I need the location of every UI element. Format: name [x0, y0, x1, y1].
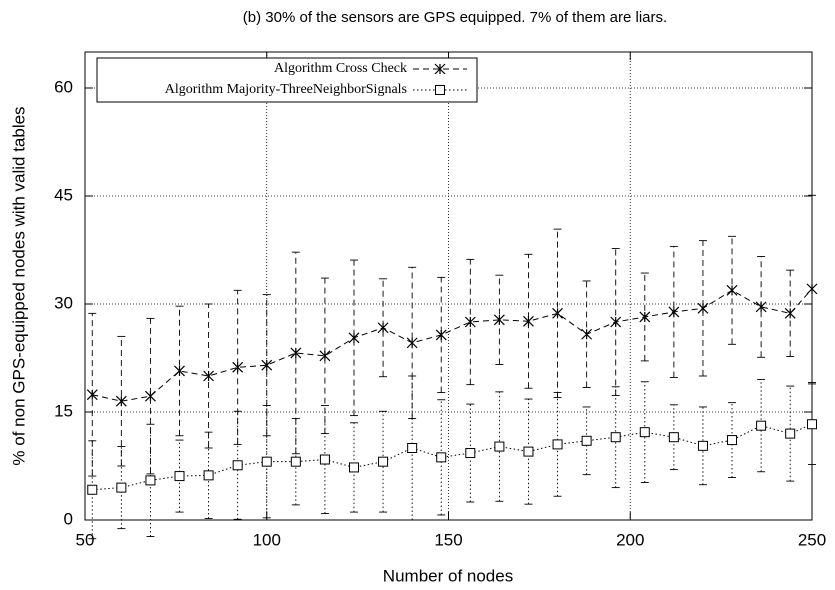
point [86, 389, 98, 401]
error-bar [524, 253, 533, 389]
point [785, 428, 796, 439]
point [319, 454, 330, 465]
point [523, 446, 534, 457]
point [639, 311, 651, 323]
error-bar [611, 386, 620, 489]
series-line [92, 423, 813, 491]
error-bar [349, 259, 358, 417]
legend-box [96, 57, 478, 103]
point [806, 283, 818, 295]
point [581, 328, 593, 340]
point [726, 284, 738, 296]
point [465, 448, 476, 459]
x-tick-label: 100 [253, 530, 281, 549]
point [348, 332, 360, 344]
point [610, 316, 622, 328]
point [610, 432, 621, 443]
point [261, 456, 272, 467]
x-tick-label: 150 [434, 530, 462, 549]
point [377, 322, 389, 334]
legend-label: Algorithm Cross Check [274, 61, 407, 76]
point [145, 475, 156, 486]
point [203, 470, 214, 481]
error-bar [291, 418, 300, 506]
error-bar [757, 379, 766, 473]
point [784, 307, 796, 319]
error-bar [437, 276, 446, 394]
point [668, 432, 679, 443]
point [435, 329, 447, 341]
point [406, 337, 418, 349]
point [697, 302, 709, 314]
error-bar [320, 277, 329, 435]
point [407, 443, 418, 453]
error-bar [495, 391, 504, 502]
point [552, 439, 563, 450]
error-bar [320, 405, 329, 514]
y-tick-label: 0 [64, 509, 73, 528]
point [290, 347, 302, 359]
point [116, 482, 127, 493]
point [348, 462, 359, 473]
error-bar [553, 392, 562, 497]
error-bar [582, 406, 591, 476]
y-tick-label: 60 [54, 77, 73, 96]
point [493, 314, 505, 326]
error-bar [786, 385, 795, 482]
x-tick-label: 250 [798, 530, 826, 549]
y-tick-label: 30 [54, 293, 73, 312]
error-bar [640, 381, 649, 484]
point [756, 420, 767, 431]
point [232, 460, 243, 471]
legend-marker [434, 63, 446, 75]
y-tick-label: 15 [54, 401, 73, 420]
point [87, 484, 98, 495]
point [464, 316, 476, 328]
point [436, 452, 447, 463]
y-axis-label: % of non GPS-equipped nodes with valid t… [9, 106, 28, 465]
point [261, 359, 273, 371]
y-tick-label: 45 [54, 185, 73, 204]
chart-title: (b) 30% of the sensors are GPS equipped.… [243, 9, 667, 26]
legend: Algorithm Cross Check Algorithm Majority-… [96, 57, 478, 103]
point [203, 370, 215, 382]
point [115, 395, 127, 407]
point [378, 456, 389, 467]
legend-label: Algorithm Majority-ThreeNeighborSignals [165, 82, 407, 97]
error-bar [698, 406, 707, 486]
point [494, 441, 505, 452]
error-bar [379, 278, 388, 378]
x-tick-label: 50 [76, 530, 95, 549]
point [727, 435, 738, 446]
point [523, 315, 534, 327]
series-line [92, 288, 813, 402]
legend-marker [435, 85, 445, 95]
error-bar [698, 240, 707, 377]
point [697, 440, 708, 451]
x-tick-label: 200 [616, 530, 644, 549]
point [581, 435, 592, 446]
error-bar [379, 410, 388, 513]
point [145, 390, 156, 402]
error-bar [233, 410, 242, 520]
point [232, 361, 244, 373]
point [807, 419, 817, 430]
point [552, 307, 563, 319]
error-bar [437, 399, 446, 516]
point [319, 350, 331, 362]
error-bar [204, 431, 213, 520]
point [639, 427, 650, 438]
point [290, 456, 301, 467]
point [668, 306, 680, 318]
point [755, 301, 767, 313]
x-axis-label: Number of nodes [383, 566, 513, 585]
point [174, 365, 185, 377]
point [174, 471, 185, 482]
